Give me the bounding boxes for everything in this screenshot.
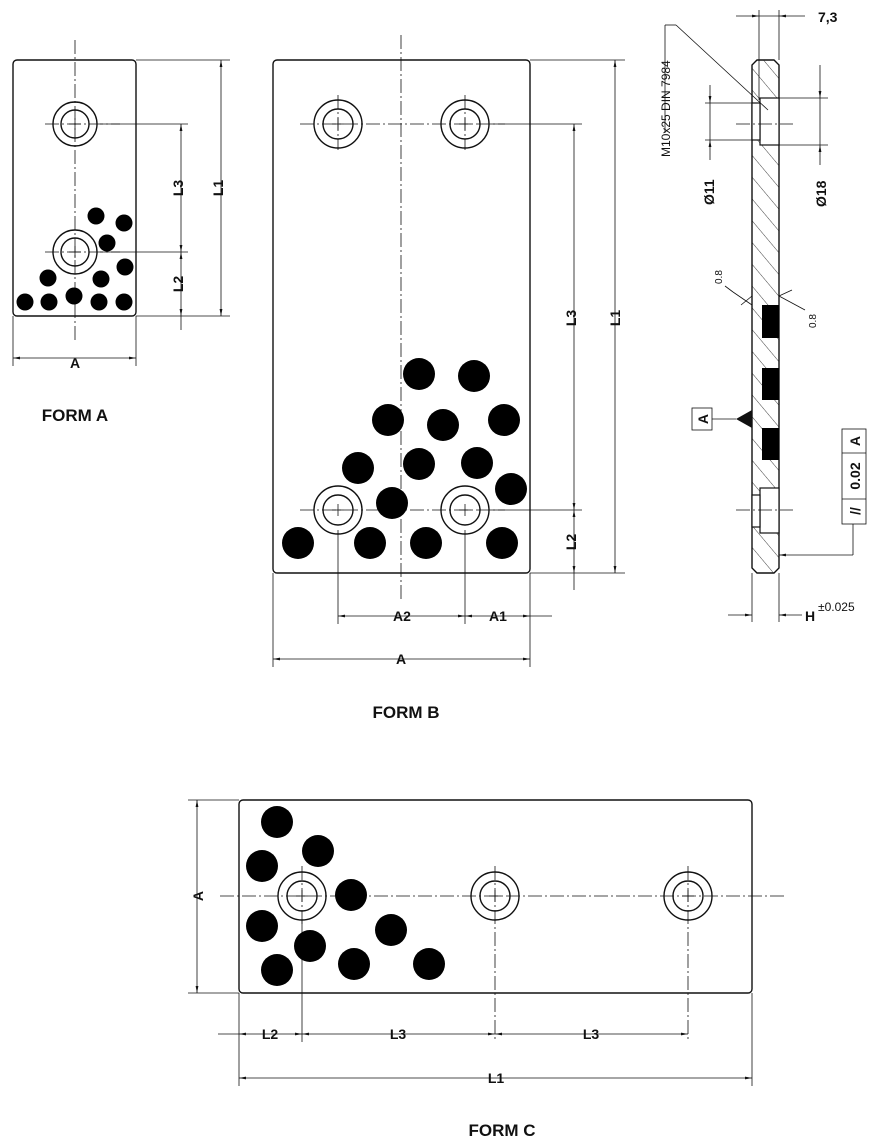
graphite-plug (261, 954, 293, 986)
side-section-view: 7,3 M10x25 DIN 7984 Ø11 Ø18 0.8 0.8 A (659, 9, 867, 624)
parallelism-symbol: // (847, 507, 863, 515)
graphite-plug (16, 293, 34, 311)
counterbore-hole (313, 99, 363, 149)
thickness-dim: H (805, 608, 815, 624)
dim-l1: L1 (488, 1070, 505, 1086)
graphite-plug (294, 930, 326, 962)
dim-l3-1: L3 (390, 1026, 407, 1042)
through-hole (449, 494, 481, 526)
graphite-plug (98, 234, 116, 252)
roughness-right: 0.8 (808, 314, 819, 328)
dim-l3-2: L3 (583, 1026, 600, 1042)
graphite-plug (246, 910, 278, 942)
graphite-plug (376, 487, 408, 519)
form-b: L3 L2 L1 A2 A1 A FORM B (272, 35, 625, 722)
dia-11: Ø11 (701, 179, 717, 205)
graphite-plug (461, 447, 493, 479)
form-a: L3 L2 L1 A FORM A (12, 40, 230, 425)
graphite-plug (246, 850, 278, 882)
graphite-plug (354, 527, 386, 559)
counterbore-hole (663, 871, 713, 921)
graphite-plug (282, 527, 314, 559)
through-hole (479, 880, 511, 912)
datum-label: A (695, 414, 711, 424)
roughness-left: 0.8 (714, 270, 725, 284)
counterbore-hole (277, 871, 327, 921)
through-hole (60, 109, 90, 139)
graphite-plug (486, 527, 518, 559)
counterbore-hole (313, 485, 363, 535)
graphite-plug (403, 358, 435, 390)
graphite-plug (372, 404, 404, 436)
thickness-tolerance: ±0.025 (818, 600, 855, 614)
counterbore-hole (470, 871, 520, 921)
graphite-plug (427, 409, 459, 441)
through-hole (672, 880, 704, 912)
through-hole (449, 108, 481, 140)
through-hole (60, 237, 90, 267)
dim-l2: L2 (262, 1026, 279, 1042)
graphite-plug (410, 527, 442, 559)
graphite-plug (39, 269, 57, 287)
through-hole (286, 880, 318, 912)
form-a-title: FORM A (42, 406, 108, 425)
graphite-plug (342, 452, 374, 484)
through-hole (322, 494, 354, 526)
counterbore-hole (440, 485, 490, 535)
dim-a: A (190, 891, 206, 901)
graphite-plug (338, 948, 370, 980)
dim-a: A (70, 355, 80, 371)
graphite-plug (375, 914, 407, 946)
graphite-plug (116, 258, 134, 276)
graphite-plug (495, 473, 527, 505)
counterbore-hole (52, 101, 98, 147)
graphite-plug (488, 404, 520, 436)
dim-l2: L2 (170, 276, 186, 293)
dia-18: Ø18 (813, 180, 829, 207)
dim-l2: L2 (563, 534, 579, 551)
dim-l1: L1 (607, 310, 623, 327)
tolerance-value: 0.02 (847, 462, 863, 489)
graphite-plug (87, 207, 105, 225)
graphite-plug (335, 879, 367, 911)
graphite-plug (413, 948, 445, 980)
graphite-plug (65, 287, 83, 305)
dim-a1: A1 (489, 608, 507, 624)
graphite-plug (115, 293, 133, 311)
graphite-plug (90, 293, 108, 311)
dim-a: A (396, 651, 406, 667)
graphite-plug (40, 293, 58, 311)
graphite-plug (403, 448, 435, 480)
graphite-plug (458, 360, 490, 392)
dim-l1: L1 (210, 180, 226, 197)
form-c-title: FORM C (468, 1121, 535, 1140)
dim-l3: L3 (563, 310, 579, 327)
graphite-plug (115, 214, 133, 232)
graphite-plug (302, 835, 334, 867)
screw-spec: M10x25 DIN 7984 (659, 60, 673, 157)
dim-a2: A2 (393, 608, 411, 624)
through-hole (322, 108, 354, 140)
counterbore-hole (440, 99, 490, 149)
dim-l3: L3 (170, 180, 186, 197)
counterbore-hole (52, 229, 98, 275)
tolerance-datum: A (847, 436, 863, 446)
graphite-plug (92, 270, 110, 288)
offset-dim: 7,3 (818, 9, 838, 25)
form-c: A L2 L3 L3 L1 FORM C (188, 799, 785, 1140)
graphite-plug (261, 806, 293, 838)
form-b-title: FORM B (372, 703, 439, 722)
